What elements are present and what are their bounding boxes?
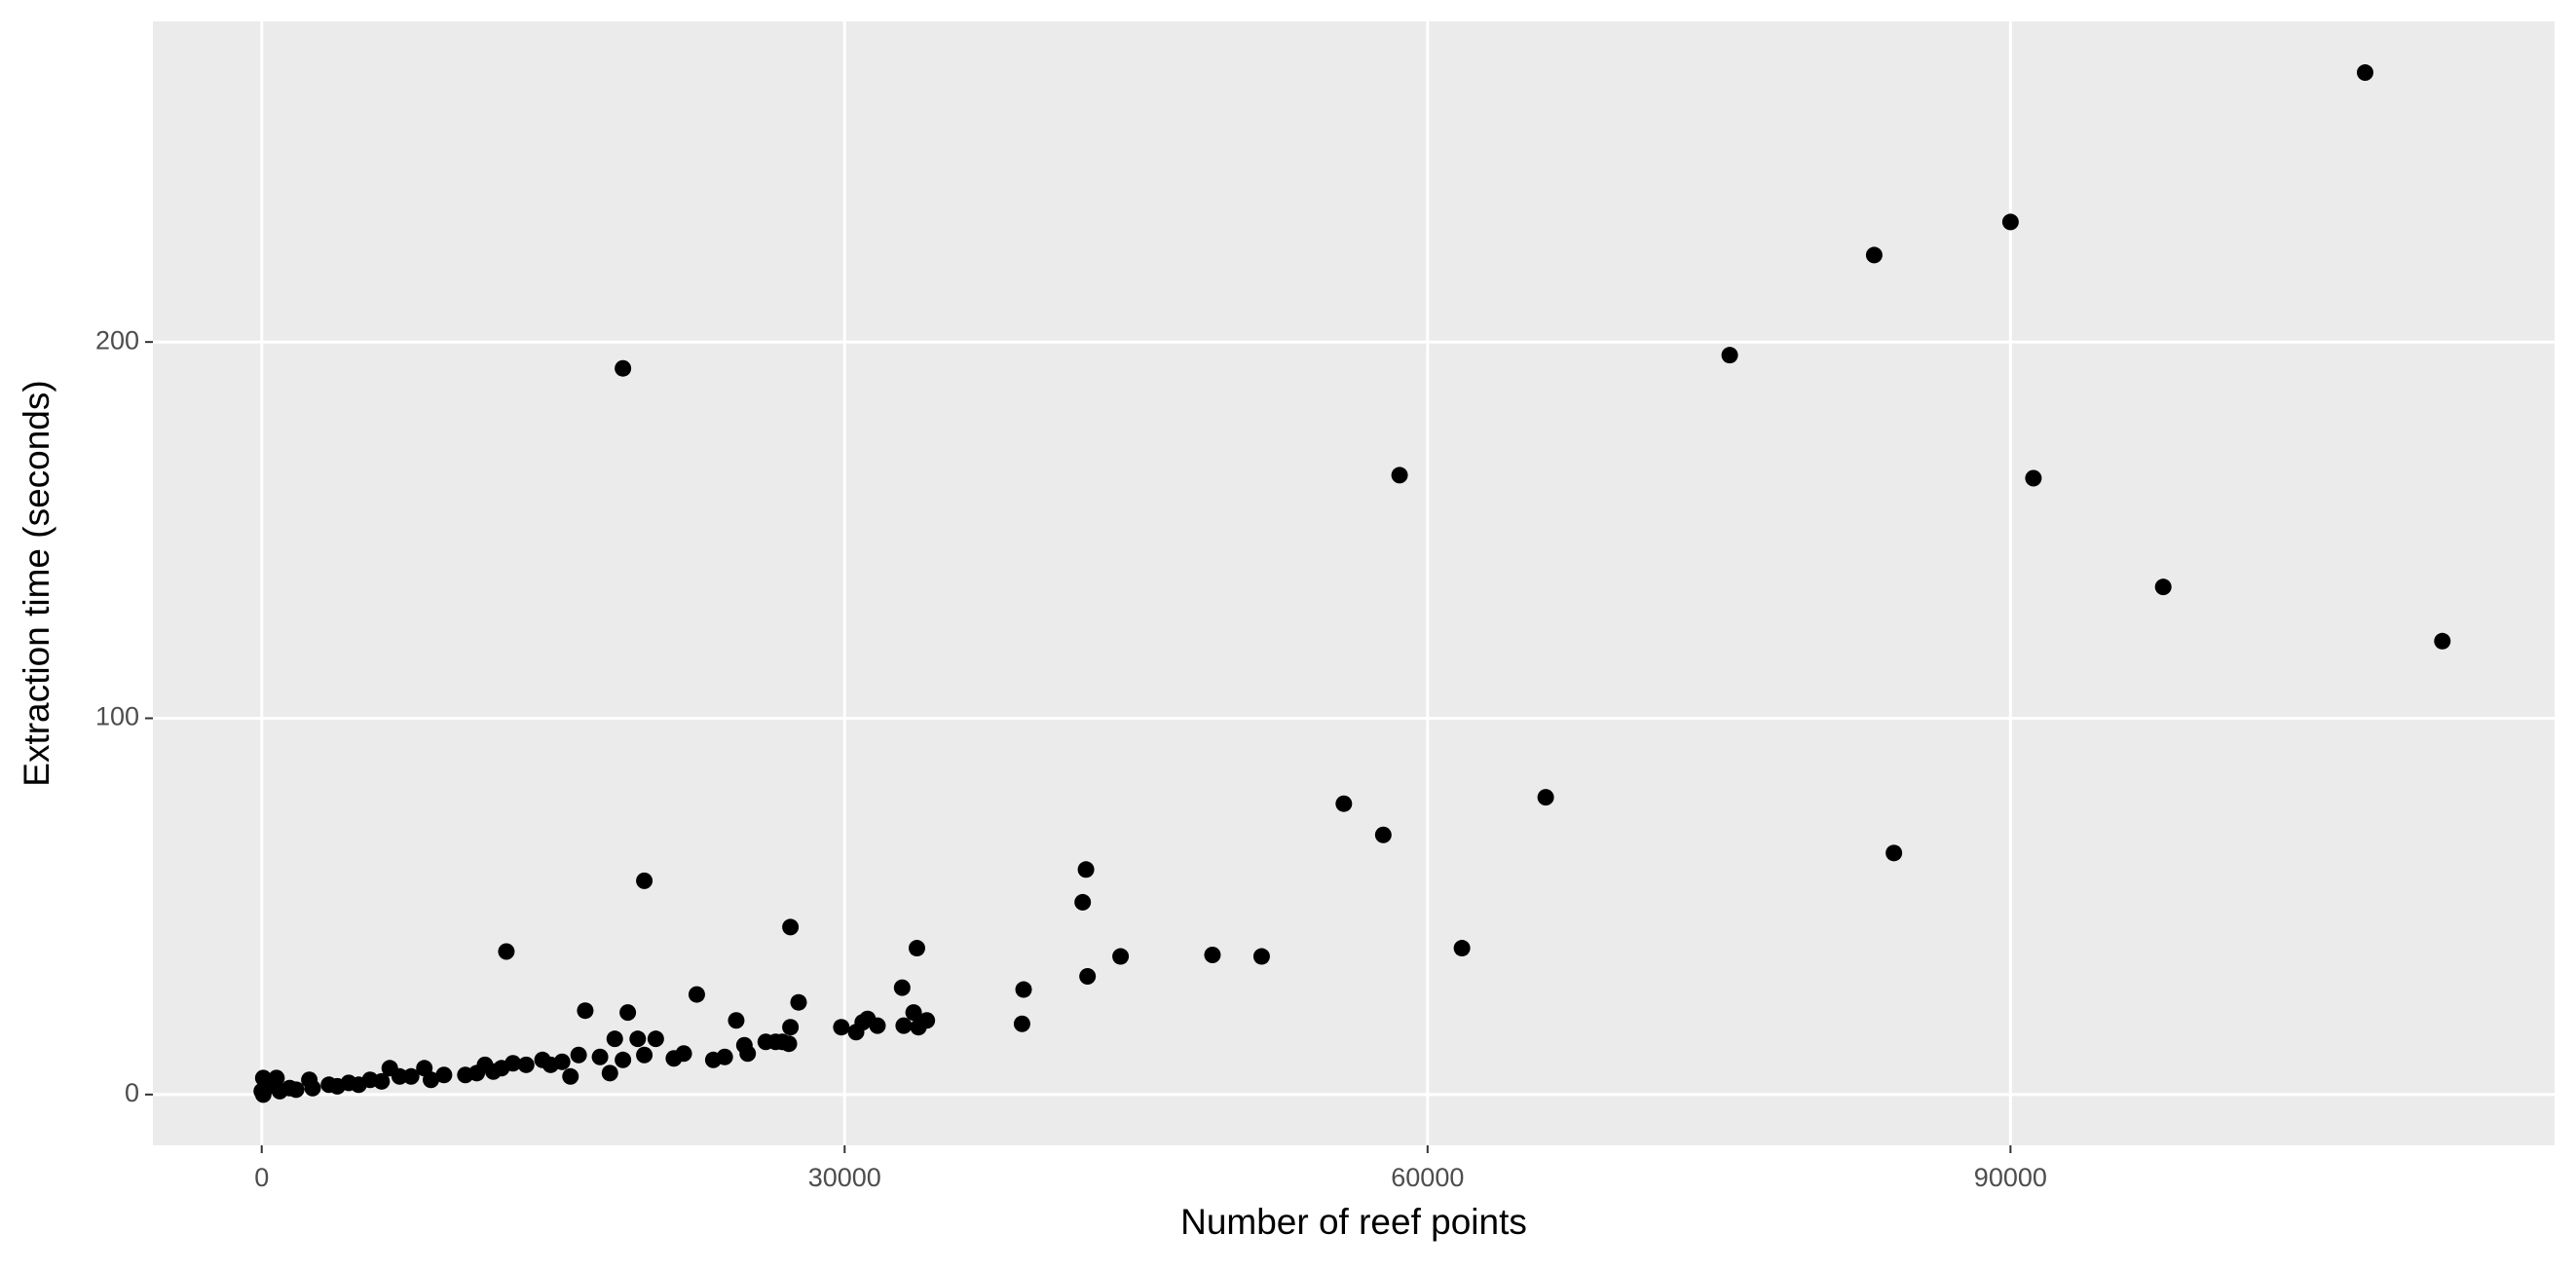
- point: [2434, 632, 2451, 650]
- point: [790, 993, 807, 1011]
- y-axis-title: Extraction time (seconds): [17, 380, 56, 786]
- point: [615, 1051, 632, 1068]
- point: [636, 1046, 653, 1064]
- point: [517, 1056, 535, 1073]
- point: [493, 1060, 510, 1077]
- y-tick-label: 0: [125, 1078, 139, 1107]
- point: [1537, 789, 1554, 806]
- point: [1721, 347, 1738, 364]
- point: [908, 940, 925, 957]
- point: [577, 1002, 594, 1020]
- point: [570, 1046, 587, 1064]
- point: [1204, 947, 1221, 964]
- point: [869, 1017, 886, 1034]
- panel-background: [153, 21, 2555, 1145]
- x-axis-title: Number of reef points: [1180, 1202, 1527, 1242]
- x-tick-label: 30000: [808, 1163, 881, 1192]
- point: [2025, 469, 2042, 487]
- point: [636, 872, 653, 889]
- point: [606, 1030, 623, 1048]
- point: [423, 1071, 440, 1089]
- point: [2154, 579, 2172, 596]
- x-tick-label: 90000: [1974, 1163, 2047, 1192]
- point: [1112, 948, 1130, 965]
- point: [833, 1019, 850, 1036]
- point: [757, 1033, 774, 1051]
- point: [271, 1082, 288, 1100]
- point: [1077, 861, 1095, 878]
- point: [1013, 1015, 1030, 1032]
- point: [647, 1030, 664, 1048]
- point: [1391, 467, 1408, 484]
- point: [688, 986, 705, 1003]
- point: [615, 359, 632, 377]
- x-tick-label: 0: [254, 1163, 269, 1192]
- point: [629, 1030, 647, 1048]
- point: [498, 943, 515, 960]
- point: [665, 1050, 683, 1067]
- point: [328, 1077, 346, 1095]
- point: [1079, 968, 1097, 986]
- point: [541, 1056, 559, 1073]
- x-tick-label: 60000: [1391, 1163, 1464, 1192]
- point: [468, 1065, 486, 1082]
- point: [2001, 213, 2019, 231]
- point: [905, 1004, 922, 1022]
- point: [1865, 246, 1883, 264]
- point: [373, 1072, 391, 1090]
- point: [2356, 64, 2373, 82]
- point: [435, 1066, 453, 1084]
- point: [1335, 795, 1353, 812]
- point: [619, 1004, 637, 1022]
- y-tick-label: 200: [95, 325, 139, 355]
- point: [591, 1048, 609, 1065]
- point: [728, 1012, 745, 1029]
- point: [304, 1079, 321, 1097]
- point: [1015, 981, 1032, 998]
- point: [254, 1086, 272, 1103]
- point: [1374, 826, 1392, 843]
- point: [910, 1019, 927, 1036]
- point: [601, 1065, 618, 1082]
- point: [704, 1051, 722, 1068]
- y-tick-label: 100: [95, 702, 139, 731]
- point: [782, 1019, 800, 1036]
- point: [1885, 844, 1903, 862]
- point: [1074, 893, 1092, 911]
- point: [391, 1067, 408, 1085]
- point: [782, 918, 800, 936]
- point: [1453, 940, 1471, 957]
- point: [893, 979, 911, 996]
- point: [895, 1017, 913, 1034]
- point: [1252, 948, 1270, 965]
- point: [287, 1081, 305, 1099]
- point: [562, 1067, 579, 1085]
- point: [402, 1067, 420, 1085]
- point: [735, 1036, 753, 1054]
- point: [350, 1076, 367, 1094]
